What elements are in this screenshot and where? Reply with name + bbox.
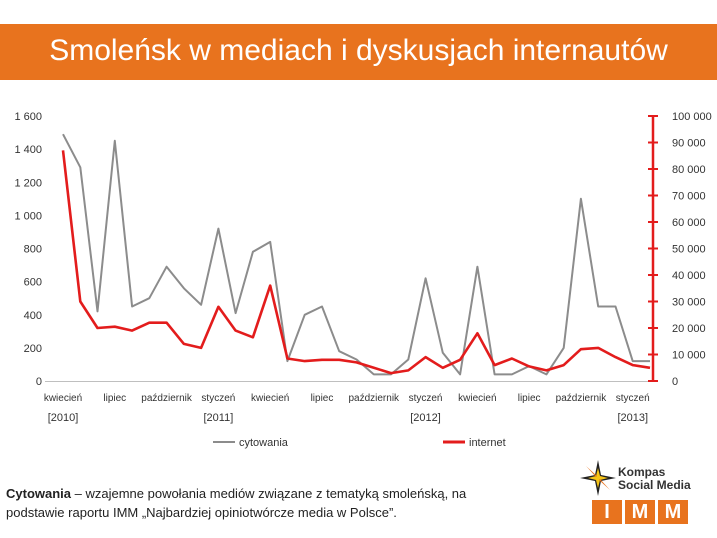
legend-label: cytowania [239, 437, 289, 449]
x-axis-tick-label: październik [348, 393, 400, 404]
footnote-term: Cytowania [6, 486, 72, 501]
legend-label: internet [469, 437, 506, 449]
imm-letter: M [625, 500, 655, 524]
x-axis-tick-label: październik [556, 393, 608, 404]
left-axis-tick-label: 1 600 [14, 111, 42, 123]
right-axis-tick-label: 100 000 [672, 111, 712, 123]
imm-letters: I M M [592, 500, 688, 524]
x-axis-tick-label: kwiecień [251, 393, 289, 404]
left-axis-tick-label: 0 [36, 376, 42, 388]
kompas-imm-logo: Kompas Social Media I M M [578, 458, 712, 528]
series-line-internet [61, 150, 651, 375]
logo-line-2: Social Media [618, 478, 691, 492]
year-label: [2013] [617, 412, 648, 424]
right-axis-tick-label: 10 000 [672, 350, 706, 362]
x-axis-tick-label: lipiec [103, 393, 126, 404]
x-axis-tick-label: styczeń [616, 393, 650, 404]
imm-letter: I [592, 500, 622, 524]
left-axis-tick-label: 1 400 [14, 144, 42, 156]
left-axis-tick-label: 600 [24, 277, 42, 289]
x-axis-tick-label: styczeń [201, 393, 235, 404]
right-axis-tick-label: 20 000 [672, 323, 706, 335]
x-axis-tick-label: kwiecień [44, 393, 82, 404]
right-axis-tick-label: 70 000 [672, 191, 706, 203]
x-axis-tick-label: lipiec [311, 393, 334, 404]
compass-star-icon [580, 460, 616, 496]
line-chart: 0 200 400 600 800 1 000 1 200 1 400 1 600 0 10 000… [14, 111, 712, 449]
footnote-text: – wzajemne powołania mediów związane z t… [6, 486, 467, 520]
right-axis-tick-label: 50 000 [672, 244, 706, 256]
right-axis-tick-label: 60 000 [672, 217, 706, 229]
x-axis-tick-label: lipiec [518, 393, 541, 404]
right-axis-tick-label: 40 000 [672, 270, 706, 282]
title-banner: Smoleńsk w mediach i dyskusjach internau… [0, 24, 717, 80]
year-label: [2010] [48, 412, 79, 424]
x-axis-tick-label: kwiecień [458, 393, 496, 404]
year-label: [2011] [203, 412, 233, 424]
footnote: Cytowania – wzajemne powołania mediów zw… [6, 484, 526, 522]
left-axis-tick-label: 800 [24, 244, 42, 256]
left-axis-tick-label: 1 200 [14, 177, 42, 189]
left-axis-tick-label: 400 [24, 310, 42, 322]
year-label: [2012] [410, 412, 441, 424]
x-axis-tick-label: styczeń [409, 393, 443, 404]
right-axis-tick-label: 0 [672, 376, 678, 388]
right-axis-tick-label: 80 000 [672, 164, 706, 176]
right-axis-tick-label: 30 000 [672, 297, 706, 309]
imm-letter: M [658, 500, 688, 524]
left-axis-tick-label: 200 [24, 343, 42, 355]
logo-text: Kompas Social Media [618, 466, 691, 492]
x-axis-tick-label: październik [141, 393, 193, 404]
series-line-cytowania [62, 133, 650, 376]
logo-line-1: Kompas [618, 465, 666, 479]
page-title: Smoleńsk w mediach i dyskusjach internau… [49, 34, 668, 67]
right-axis-tick-label: 90 000 [672, 138, 706, 150]
left-axis-tick-label: 1 000 [14, 210, 42, 222]
